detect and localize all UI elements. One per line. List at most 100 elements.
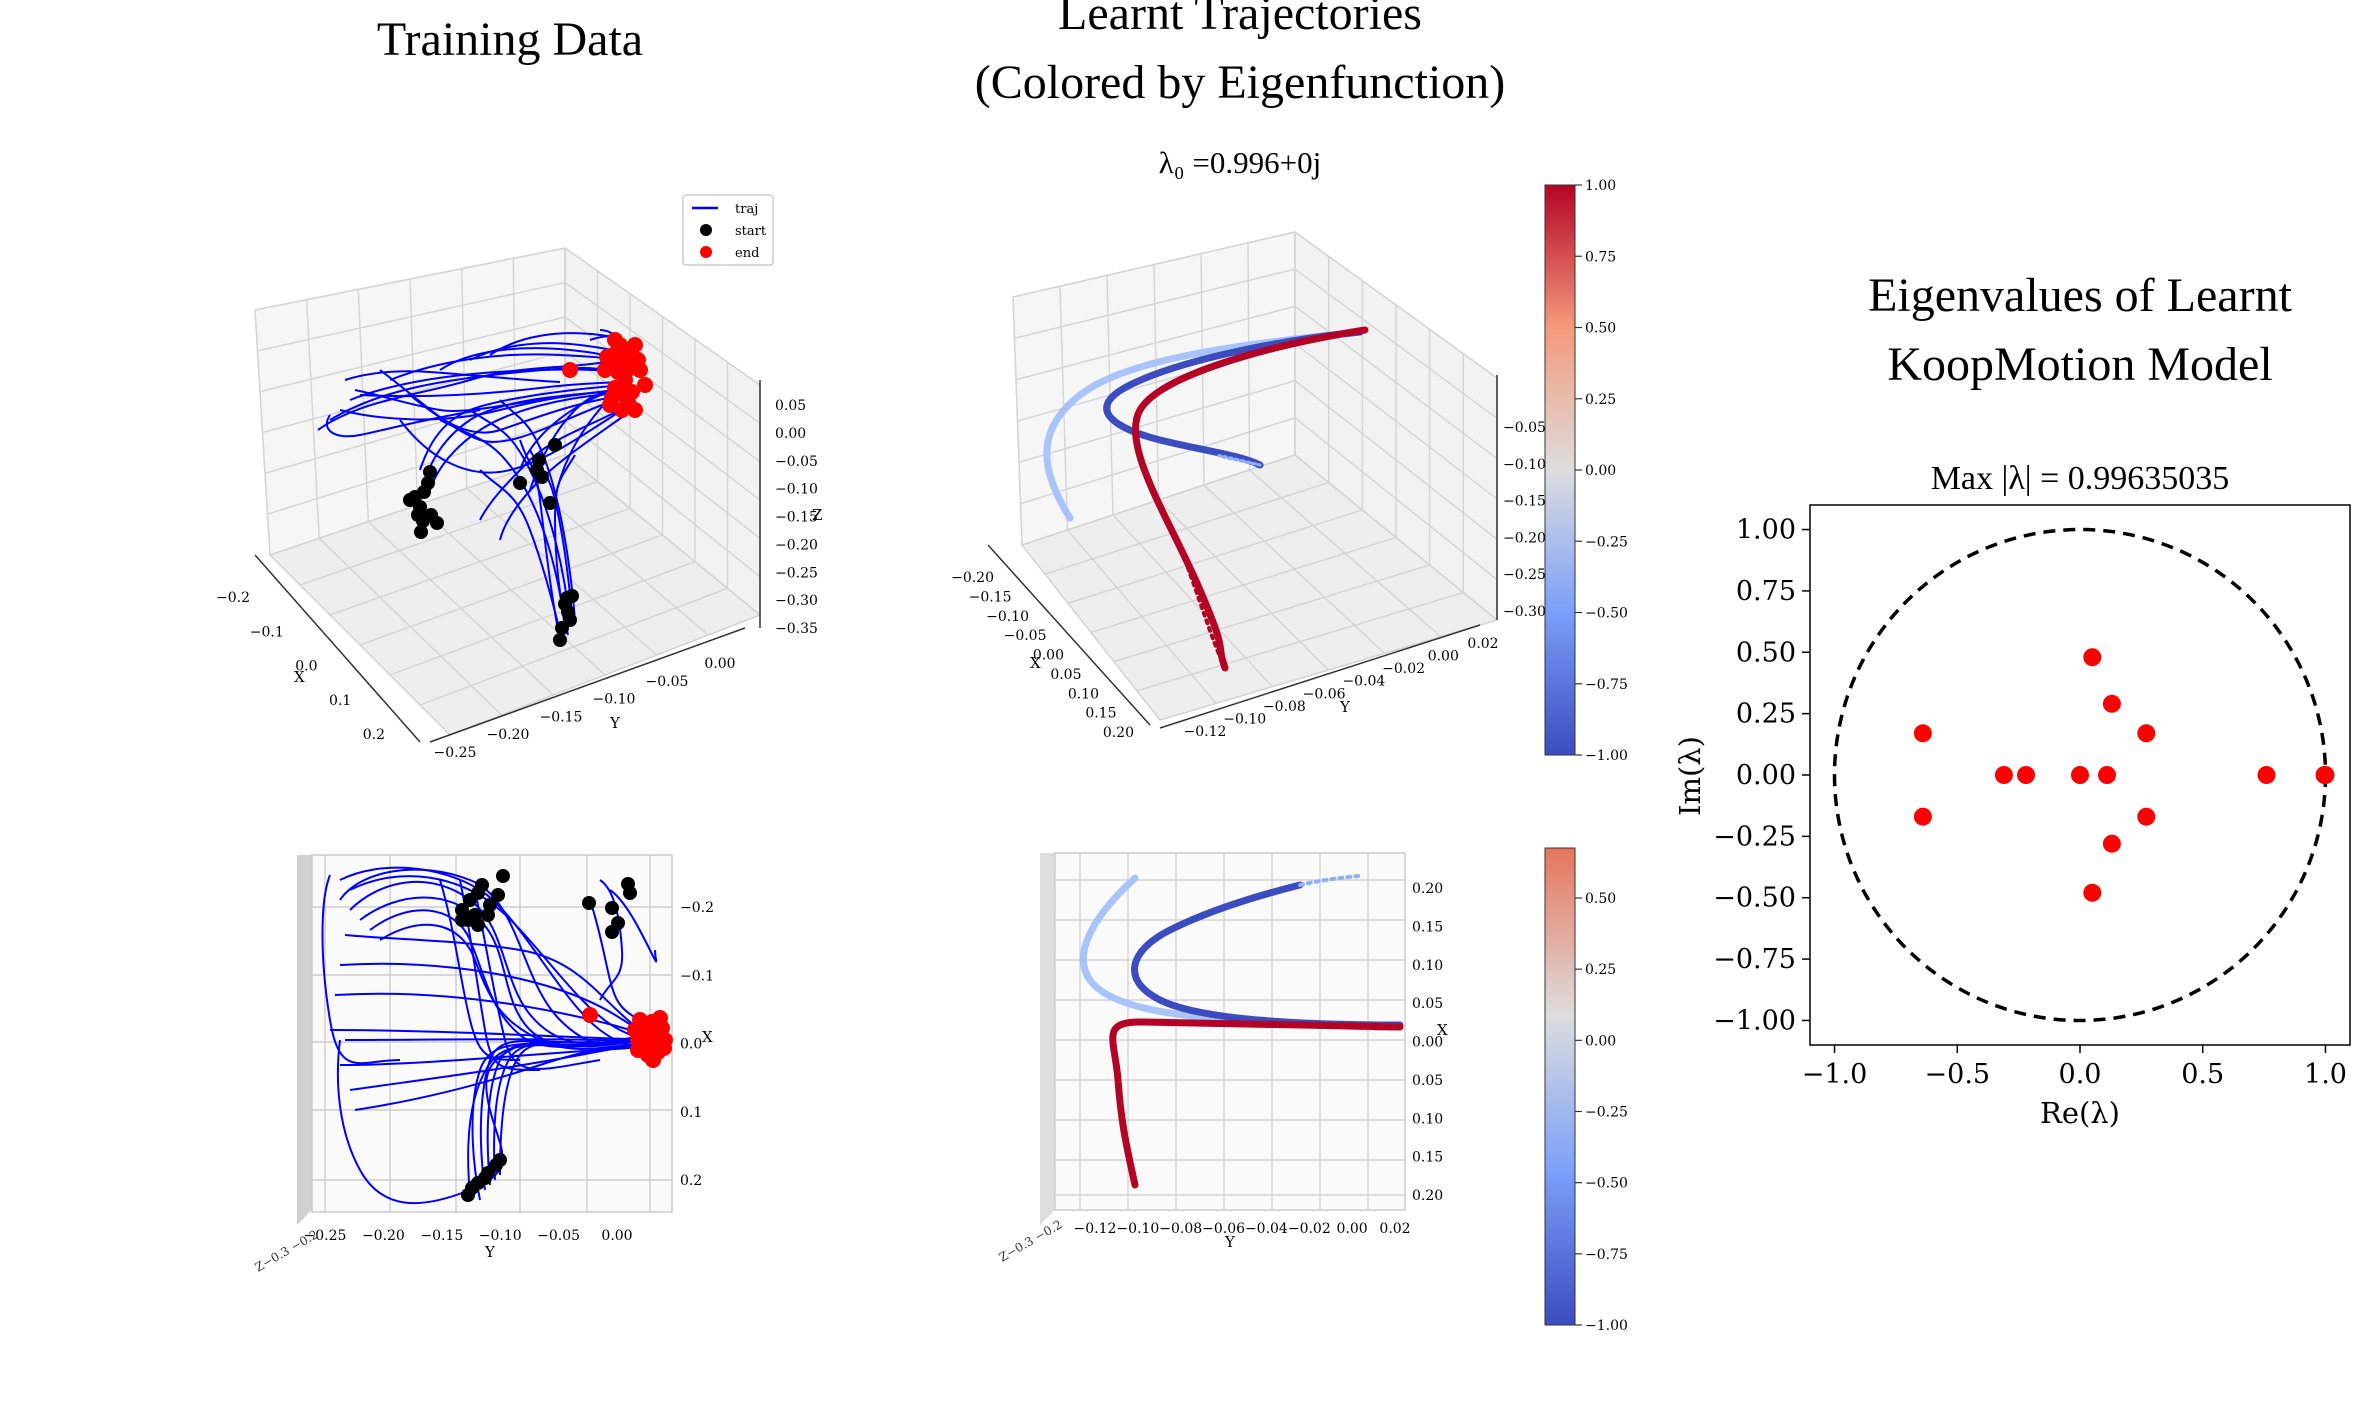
colorbar-tick-label: 0.00 xyxy=(1585,1033,1616,1049)
end-point xyxy=(635,1017,651,1033)
y-tick-label: 0.00 xyxy=(704,656,735,672)
learnt-colorbar-top xyxy=(1544,184,1576,756)
start-point xyxy=(455,913,469,927)
grid-line xyxy=(1294,417,1498,581)
y-tick-label: 0.00 xyxy=(1428,649,1459,665)
learnt-top-trajectories xyxy=(1079,874,1404,1189)
start-point xyxy=(471,918,485,932)
y-tick-label: −1.00 xyxy=(1713,1006,1796,1037)
learnt-3d-x-axis-line xyxy=(987,544,1151,726)
start-point xyxy=(465,1181,479,1195)
start-point xyxy=(430,516,444,530)
colorbar-tick-label: −1.00 xyxy=(1585,1318,1628,1334)
grid-line xyxy=(1294,305,1498,460)
grid-line xyxy=(1015,305,1296,381)
end-point xyxy=(637,377,653,393)
start-point xyxy=(582,896,596,910)
training-legend-start-label: start xyxy=(735,224,767,239)
z-tick-label: −0.05 xyxy=(1503,420,1546,436)
x-tick-label: −0.20 xyxy=(951,570,994,586)
start-point xyxy=(423,465,437,479)
trajectory xyxy=(589,899,641,1021)
z-tick-label: −0.30 xyxy=(775,593,818,609)
start-point xyxy=(491,888,505,902)
x-tick-label: 0.05 xyxy=(1050,667,1081,683)
end-point xyxy=(627,337,643,353)
training-top-x-ticks: −0.25 −0.20 −0.15 −0.10 −0.05 0.00 xyxy=(304,1228,633,1244)
eigenvalue-point xyxy=(2102,694,2121,713)
start-point xyxy=(493,1153,507,1167)
colorbar-tick-label: −0.75 xyxy=(1585,677,1628,693)
trajectory xyxy=(474,889,601,1070)
grid-line xyxy=(329,507,631,616)
training-3d-z-ticks: 0.05 0.00 −0.05 −0.10 −0.15 −0.20 −0.25 −0.30 −0… xyxy=(775,398,818,637)
grid-line xyxy=(359,534,663,646)
learnt-top-y-ticks: 0.20 0.15 0.10 0.05 0.00 0.05 0.10 0.15 0.20 xyxy=(1412,881,1443,1204)
x-tick-label: −0.25 xyxy=(304,1228,347,1244)
eigen-title-line2: KoopMotion Model xyxy=(1887,338,2273,391)
y-tick-label: 0.1 xyxy=(680,1105,702,1121)
training-top-start-points xyxy=(455,869,637,1202)
trajectory xyxy=(499,1041,621,1176)
grid-line xyxy=(1020,417,1296,505)
trajectory xyxy=(439,879,521,1061)
end-point xyxy=(614,402,630,418)
eigen-points xyxy=(1913,648,2335,902)
training-3d-y-ticks: −0.25 −0.20 −0.15 −0.10 −0.05 0.00 xyxy=(434,656,736,761)
y-tick-label: 0.75 xyxy=(1736,576,1796,607)
grid-line xyxy=(1012,231,1296,298)
y-tick-label: 0.15 xyxy=(1412,1150,1443,1166)
start-point xyxy=(605,925,619,939)
z-tick-label: −0.20 xyxy=(775,537,818,553)
y-tick-label: 0.0 xyxy=(680,1037,702,1053)
training-3d-plot: −0.2−0.10.00.10.2 −0.25−0.20−0.15−0.10−0… xyxy=(216,194,822,761)
y-tick-label: −0.50 xyxy=(1713,883,1796,914)
y-tick-label: −0.25 xyxy=(1713,821,1796,852)
trajectory xyxy=(479,409,621,521)
learnt-3d-y-axis-line xyxy=(1159,624,1481,729)
z-tick-label: −0.15 xyxy=(1503,494,1546,510)
training-title: Training Data xyxy=(376,13,644,66)
y-tick-label: −0.08 xyxy=(1263,699,1306,715)
colorbar-tick-label: 0.75 xyxy=(1585,249,1616,265)
y-tick-label: −0.75 xyxy=(1713,944,1796,975)
grid-line xyxy=(264,385,566,475)
grid-line xyxy=(1159,619,1498,721)
grid-line xyxy=(262,350,566,434)
start-point xyxy=(565,589,579,603)
learnt-trajectory-fade xyxy=(1217,454,1262,467)
end-point xyxy=(630,1042,646,1058)
end-point xyxy=(607,332,623,348)
x-tick-label: −0.15 xyxy=(420,1228,463,1244)
y-tick-label: 0.05 xyxy=(1412,996,1443,1012)
training-3d-z-label: Z xyxy=(812,506,822,524)
y-tick-label: 0.50 xyxy=(1736,637,1796,668)
learnt-top-x-ticks: −0.12 −0.10 −0.08 −0.06 −0.04 −0.02 0.00 0.02 xyxy=(1074,1221,1411,1237)
x-tick-label: −0.08 xyxy=(1159,1221,1202,1237)
learnt-top-y-label: X xyxy=(1437,1021,1448,1039)
x-tick-label: −0.10 xyxy=(986,609,1029,625)
grid-line xyxy=(1018,379,1296,464)
trajectory xyxy=(479,1039,591,1191)
learnt-3d-z-ticks: −0.05 −0.10 −0.15 −0.20 −0.25 −0.30 xyxy=(1503,420,1546,620)
training-legend: traj start end xyxy=(682,194,774,266)
grid-line xyxy=(419,587,728,706)
training-legend-end-swatch xyxy=(700,246,712,258)
learnt-top-x-label: Y xyxy=(1224,1233,1236,1251)
x-tick-label: 0.5 xyxy=(2181,1059,2224,1090)
learnt-trajectory-red xyxy=(1132,326,1369,672)
grid-line xyxy=(1044,481,1329,575)
x-tick-label: −0.05 xyxy=(1004,628,1047,644)
end-point xyxy=(602,397,618,413)
eigenvalue-point xyxy=(2083,883,2102,902)
learnt-trajectory-dark xyxy=(1103,328,1364,469)
y-tick-label: −0.2 xyxy=(680,900,714,916)
start-point xyxy=(414,525,428,539)
learnt-3d-y-label: Y xyxy=(1339,698,1351,716)
training-top-end-points xyxy=(582,1007,673,1068)
x-tick-label: 0.00 xyxy=(601,1228,632,1244)
end-point xyxy=(599,349,615,365)
colorbar-tick-label: 0.50 xyxy=(1585,891,1616,907)
x-tick-label: 0.1 xyxy=(329,693,351,709)
